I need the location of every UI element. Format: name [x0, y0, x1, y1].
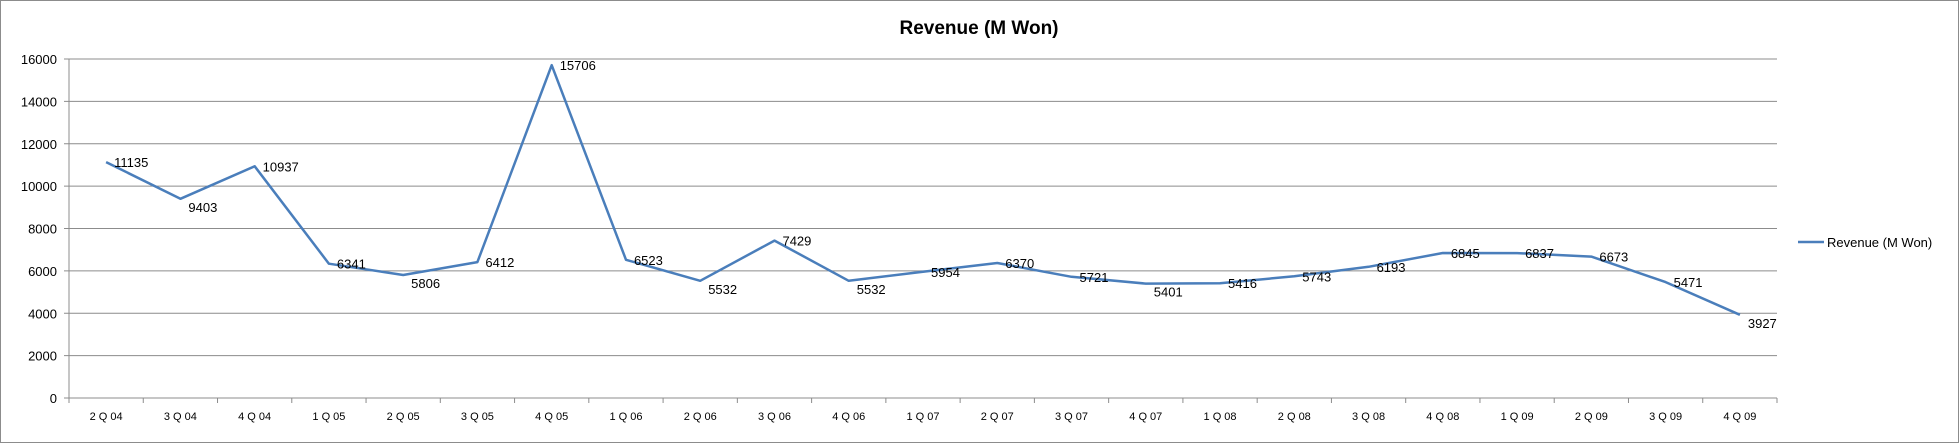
- y-tick-label: 10000: [21, 179, 57, 194]
- x-axis-ticks: 2 Q 04 3 Q 04 4 Q 04 1 Q 05 2 Q 05 3 Q 05 4 Q …: [68, 398, 1778, 423]
- data-label: 6837: [1525, 246, 1554, 261]
- data-label: 10937: [263, 159, 299, 174]
- x-tick-label: 2 Q 09: [1575, 411, 1608, 423]
- x-tick-label: 3 Q 06: [758, 411, 791, 423]
- x-tick-label: 2 Q 08: [1278, 411, 1311, 423]
- data-label: 6193: [1377, 260, 1406, 275]
- legend: Revenue (M Won): [1798, 235, 1932, 250]
- y-tick-label: 0: [50, 391, 57, 406]
- data-label: 5954: [931, 265, 960, 280]
- series-layer: [105, 63, 1741, 316]
- y-axis-ticks: 0 2000 4000 6000 8000 10000 12000 14000 16000: [21, 52, 69, 406]
- legend-label: Revenue (M Won): [1827, 235, 1932, 250]
- data-label: 5721: [1080, 270, 1109, 285]
- data-label: 3927: [1748, 316, 1777, 331]
- y-tick-label: 4000: [28, 306, 57, 321]
- data-label: 15706: [560, 58, 596, 73]
- data-label: 6412: [485, 255, 514, 270]
- data-label: 5532: [857, 282, 886, 297]
- x-tick-label: 1 Q 05: [312, 411, 345, 423]
- x-tick-label: 3 Q 05: [461, 411, 494, 423]
- data-label: 6845: [1451, 246, 1480, 261]
- x-tick-label: 3 Q 08: [1352, 411, 1385, 423]
- x-tick-label: 3 Q 09: [1649, 411, 1682, 423]
- x-tick-label: 1 Q 09: [1501, 411, 1534, 423]
- data-label: 6341: [337, 257, 366, 272]
- data-label: 5401: [1154, 285, 1183, 300]
- x-tick-label: 4 Q 04: [238, 411, 271, 423]
- chart-title: Revenue (M Won): [899, 18, 1058, 39]
- data-label: 6673: [1599, 250, 1628, 265]
- data-label: 6523: [634, 253, 663, 268]
- x-tick-label: 3 Q 04: [164, 411, 197, 423]
- x-tick-label: 4 Q 09: [1723, 411, 1756, 423]
- data-label: 5471: [1674, 275, 1703, 290]
- gridlines: [69, 58, 1777, 357]
- x-tick-label: 2 Q 05: [387, 411, 420, 423]
- y-tick-label: 8000: [28, 222, 57, 237]
- series-line: [105, 63, 1741, 316]
- x-tick-label: 4 Q 05: [535, 411, 568, 423]
- y-tick-label: 14000: [21, 94, 57, 109]
- data-label: 5743: [1302, 269, 1331, 284]
- x-tick-label: 4 Q 08: [1426, 411, 1459, 423]
- x-tick-label: 2 Q 06: [684, 411, 717, 423]
- x-tick-label: 2 Q 07: [981, 411, 1014, 423]
- x-tick-label: 3 Q 07: [1055, 411, 1088, 423]
- data-label: 11135: [114, 155, 148, 170]
- data-label: 6370: [1005, 256, 1034, 271]
- x-tick-label: 1 Q 07: [906, 411, 939, 423]
- data-label: 5806: [411, 276, 440, 291]
- y-tick-label: 6000: [28, 264, 57, 279]
- x-tick-label: 4 Q 07: [1129, 411, 1162, 423]
- data-label: 5532: [708, 282, 737, 297]
- y-tick-label: 16000: [21, 52, 57, 67]
- data-label: 5416: [1228, 276, 1257, 291]
- data-label: 9403: [188, 200, 217, 215]
- data-labels: 11135 9403 10937 6341 5806 6412 15706 6523 5532 7…: [114, 58, 1777, 331]
- y-tick-label: 2000: [28, 349, 57, 364]
- y-tick-label: 12000: [21, 137, 57, 152]
- data-label: 7429: [782, 234, 811, 249]
- x-tick-label: 2 Q 04: [90, 411, 123, 423]
- x-tick-label: 4 Q 06: [832, 411, 865, 423]
- x-tick-label: 1 Q 06: [609, 411, 642, 423]
- x-tick-label: 1 Q 08: [1204, 411, 1237, 423]
